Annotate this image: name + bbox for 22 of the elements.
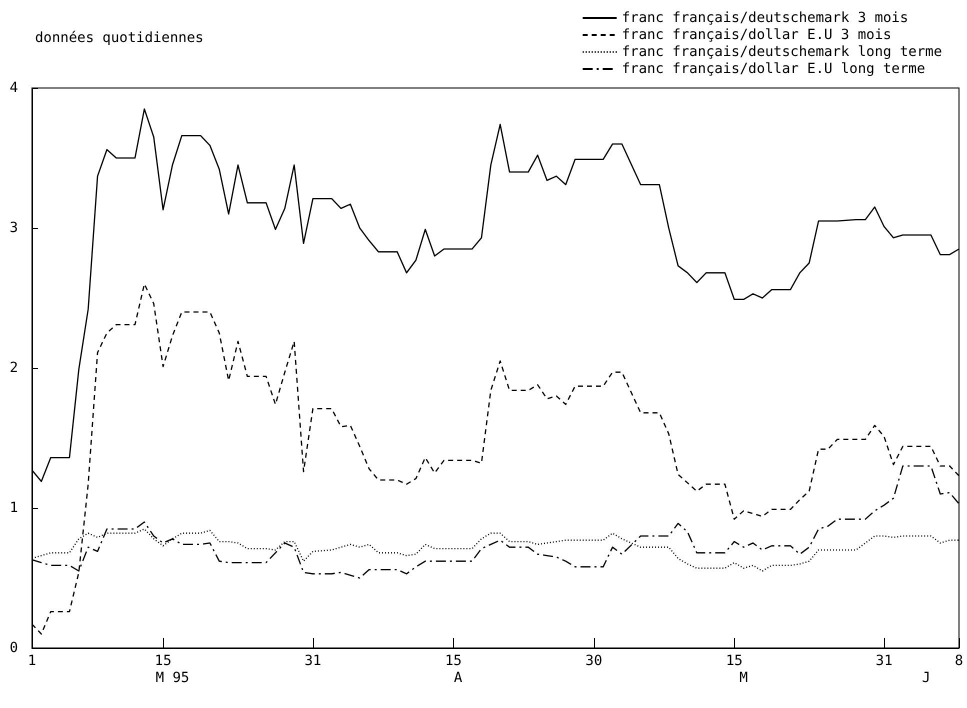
legend-label: franc français/deutschemark long terme [622,44,942,60]
x-tick-label: 15 [444,653,462,669]
x-tick-label: 15 [726,653,743,669]
legend-label: franc français/dollar E.U long terme [622,61,926,77]
x-tick-label: 8 [954,653,964,669]
y-tick-label: 2 [10,360,18,376]
text: J [922,670,930,686]
text: M 95 [156,670,190,686]
x-tick-label: 1 [28,653,36,669]
y-tick-label: 4 [10,80,18,96]
y-tick-label: 1 [10,500,18,516]
y-tick-label: 0 [10,640,18,656]
x-tick-label: 15 [154,653,172,669]
x-tick-label: 31 [304,653,322,669]
y-tick-label: 3 [10,220,18,236]
legend-label: franc français/dollar E.U 3 mois [622,27,892,43]
legend-label: franc français/deutschemark 3 mois [622,10,908,26]
x-tick-label: 31 [876,653,893,669]
x-tick-label: 30 [585,653,602,669]
text: A [454,670,463,686]
chart-title: données quotidiennes [35,30,204,46]
text: M [739,670,748,686]
